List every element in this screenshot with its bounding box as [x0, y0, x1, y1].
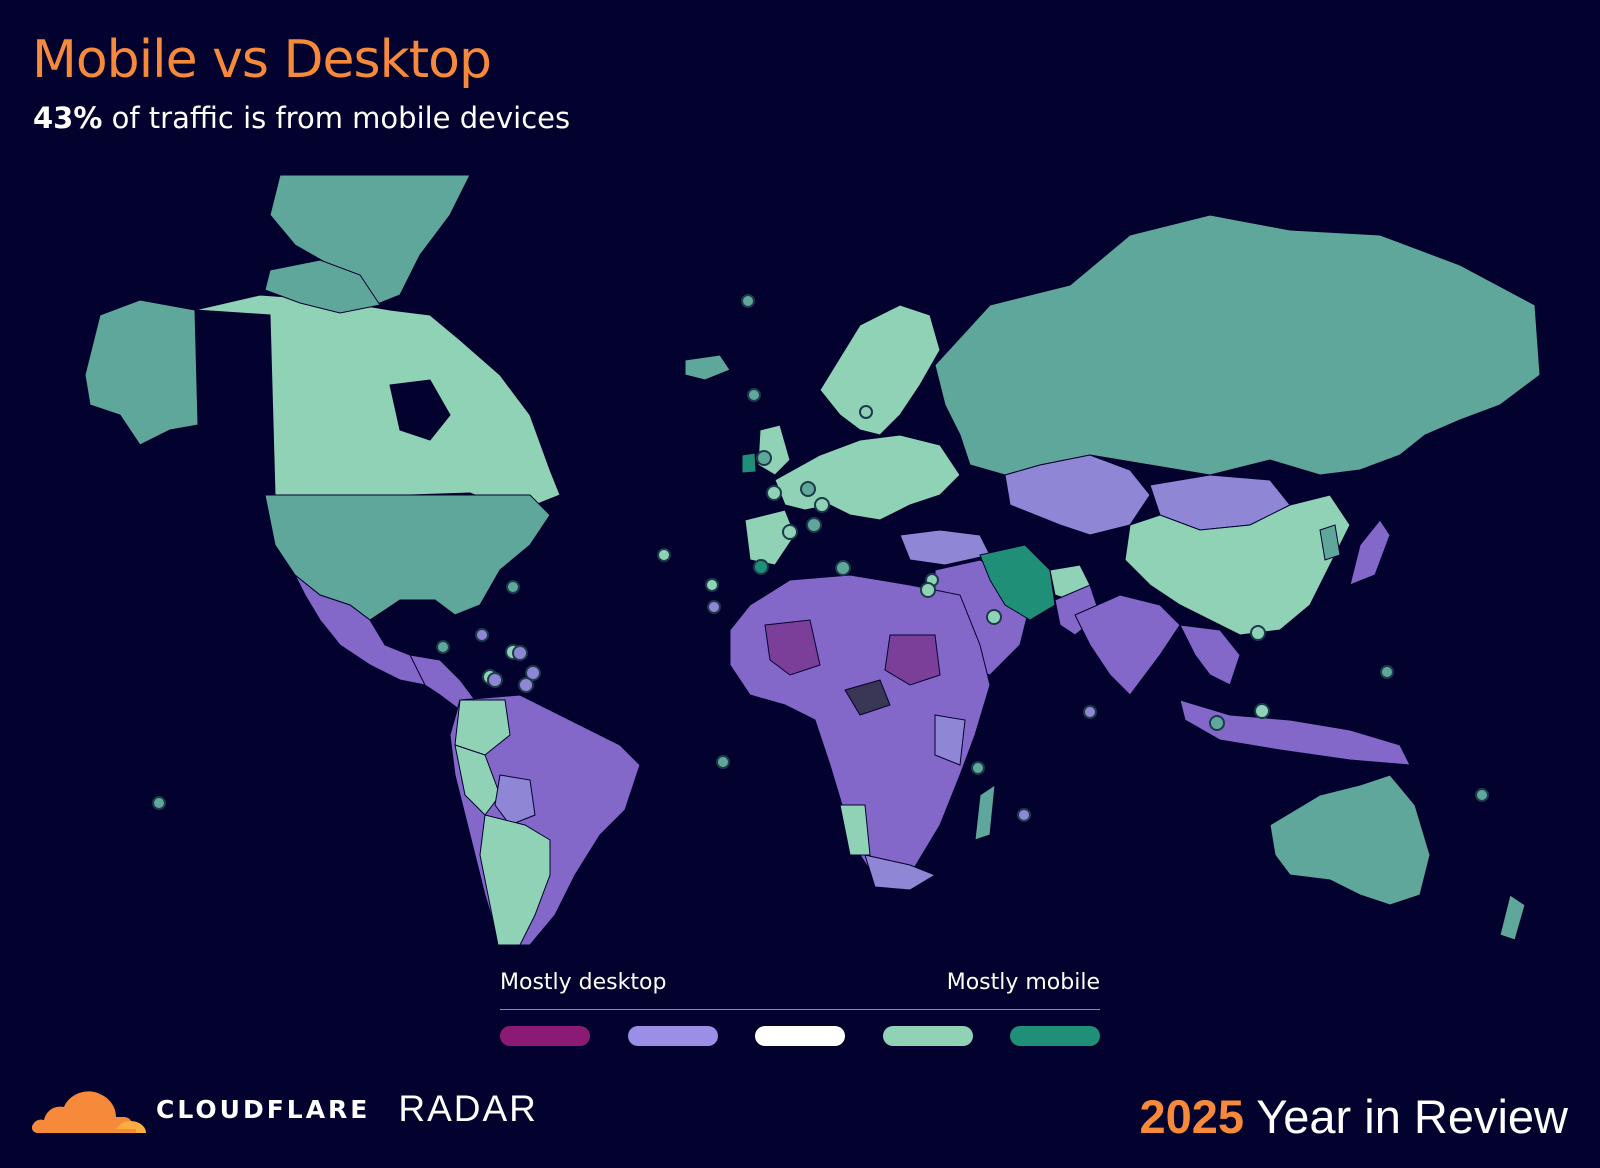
region-bolivia	[494, 774, 536, 826]
legend-swatch-3	[755, 1026, 845, 1046]
region-russia	[934, 214, 1541, 476]
marker-belgium	[766, 485, 782, 501]
marker-hong-kong	[1250, 625, 1266, 641]
marker-barbados	[525, 665, 541, 681]
marker-andorra	[782, 524, 798, 540]
marker-singapore	[1209, 715, 1225, 731]
region-namibia	[839, 804, 871, 856]
marker-canaries	[707, 600, 721, 614]
region-colombia	[454, 699, 511, 756]
region-peru	[454, 744, 501, 816]
marker-gibraltar	[753, 559, 769, 575]
cloudflare-cloud-icon	[31, 1091, 146, 1133]
region-east-africa	[934, 714, 966, 766]
marker-cyprus	[835, 560, 851, 576]
region-japan	[1349, 519, 1391, 586]
region-canada	[194, 294, 561, 506]
region-turkey	[899, 529, 991, 566]
marker-madeira	[705, 578, 719, 592]
region-madagascar	[974, 783, 996, 841]
region-arctic-islands	[264, 259, 381, 314]
region-iceland	[684, 354, 731, 381]
region-india	[1074, 594, 1181, 696]
region-sudan	[884, 634, 941, 686]
region-uk	[757, 424, 791, 476]
region-china	[1124, 494, 1351, 636]
marker-trinidad	[518, 677, 534, 693]
marker-malta	[806, 517, 822, 533]
region-southeast-asia	[1179, 624, 1241, 686]
marker-faroe	[747, 388, 761, 402]
legend-label-mobile: Mostly mobile	[946, 970, 1100, 995]
cloudflare-radar-logo: CLOUDFLARE RADAR	[30, 1083, 538, 1135]
marker-slovenia	[814, 497, 830, 513]
legend-divider	[500, 1009, 1100, 1010]
year-in-review: 2025 Year in Review	[1139, 1093, 1568, 1140]
marker-guam	[1380, 665, 1394, 679]
product-name: RADAR	[398, 1088, 538, 1129]
marker-bermuda	[506, 580, 520, 594]
region-iran	[979, 544, 1056, 621]
legend-swatch-1	[500, 1026, 590, 1046]
review-year: 2025	[1139, 1090, 1245, 1143]
legend-swatch-2	[627, 1026, 718, 1046]
marker-french-polynesia	[152, 796, 166, 810]
marker-netherlands	[756, 450, 772, 466]
region-iberia	[744, 509, 796, 566]
page-title: Mobile vs Desktop	[32, 30, 492, 90]
region-chad-area	[844, 679, 891, 716]
marker-mauritius	[1017, 808, 1031, 822]
marker-maldives	[1083, 705, 1097, 719]
region-new-zealand	[1499, 894, 1526, 941]
region-scandinavia	[819, 304, 941, 436]
region-korea	[1319, 524, 1341, 561]
mobile-share-value: 43%	[33, 101, 103, 135]
subtitle-text: of traffic is from mobile devices	[102, 101, 571, 135]
region-usa	[264, 494, 551, 621]
marker-azores	[657, 548, 671, 562]
world-map	[84, 175, 1541, 945]
region-indonesia	[1179, 699, 1411, 766]
page-subtitle: 43% of traffic is from mobile devices	[33, 104, 570, 133]
legend-swatch-4	[882, 1026, 973, 1046]
marker-seychelles	[971, 761, 985, 775]
marker-bahamas	[475, 628, 489, 642]
region-chile-argentina	[479, 814, 551, 945]
region-alaska	[84, 299, 199, 446]
marker-svalbard	[741, 294, 755, 308]
review-tagline: Year in Review	[1244, 1090, 1568, 1143]
marker-fiji	[1475, 788, 1489, 802]
region-australia	[1269, 774, 1431, 906]
marker-estonia	[859, 405, 873, 419]
marker-switzerland	[800, 481, 816, 497]
marker-dominica	[512, 645, 528, 661]
legend-swatch-5	[1010, 1026, 1100, 1046]
marker-qatar	[986, 609, 1002, 625]
marker-st-helena	[716, 755, 730, 769]
marker-israel	[920, 582, 936, 598]
region-ireland	[741, 452, 757, 474]
marker-jamaica	[436, 640, 450, 654]
legend-label-desktop: Mostly desktop	[500, 970, 667, 995]
marker-brunei	[1254, 703, 1270, 719]
region-canada-hudson	[389, 379, 451, 441]
region-southern-africa	[864, 854, 937, 891]
brand-name: CLOUDFLARE	[156, 1094, 371, 1124]
marker-curacao	[487, 672, 503, 688]
color-legend: Mostly desktop Mostly mobile	[500, 970, 1100, 1046]
region-mali-niger	[764, 619, 821, 676]
region-europe	[774, 434, 961, 521]
